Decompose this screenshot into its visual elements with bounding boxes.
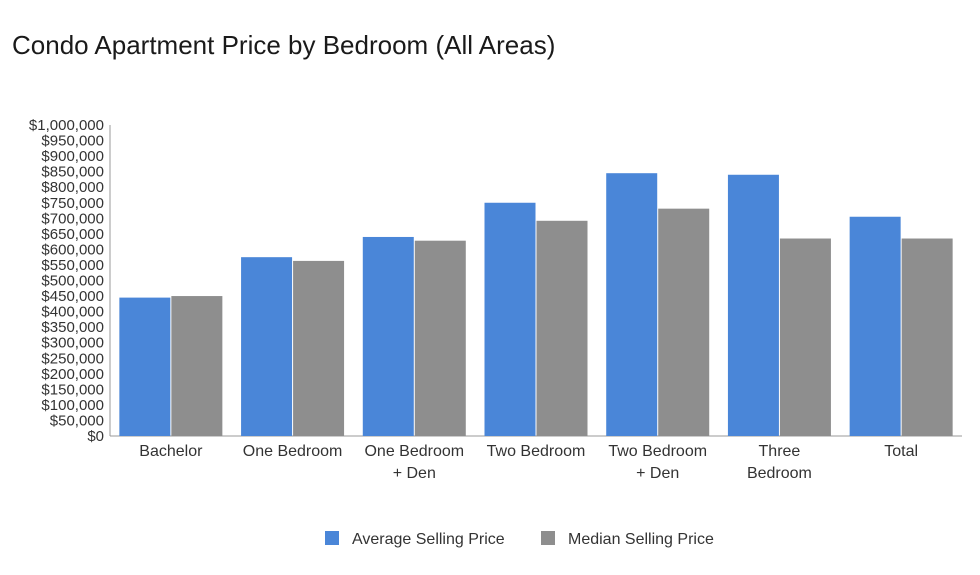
- x-tick-label: Bedroom: [747, 465, 812, 482]
- y-tick-label: $0: [87, 428, 104, 445]
- bar-average: [727, 174, 779, 436]
- y-tick-label: $750,000: [41, 195, 104, 212]
- y-tick-label: $100,000: [41, 397, 104, 414]
- y-tick-label: $600,000: [41, 241, 104, 258]
- x-tick-label: Bachelor: [139, 443, 203, 460]
- x-tick-label: One Bedroom: [364, 443, 464, 460]
- bar-median: [658, 208, 710, 436]
- y-tick-label: $450,000: [41, 288, 104, 305]
- x-tick-label: Total: [884, 443, 918, 460]
- bar-average: [484, 202, 536, 436]
- bar-average: [362, 236, 414, 436]
- bars: [119, 173, 953, 436]
- bar-median: [901, 238, 953, 436]
- x-tick-label: + Den: [393, 465, 436, 482]
- legend-label: Median Selling Price: [568, 531, 714, 548]
- y-axis-ticks: $0$50,000$100,000$150,000$200,000$250,00…: [29, 117, 104, 445]
- y-tick-label: $300,000: [41, 335, 104, 352]
- legend-label: Average Selling Price: [352, 531, 505, 548]
- y-tick-label: $700,000: [41, 210, 104, 227]
- x-tick-label: + Den: [636, 465, 679, 482]
- y-tick-label: $400,000: [41, 304, 104, 321]
- bar-median: [779, 238, 831, 436]
- y-tick-label: $200,000: [41, 366, 104, 383]
- x-tick-label: One Bedroom: [243, 443, 343, 460]
- legend: Average Selling Price Median Selling Pric…: [325, 531, 714, 548]
- y-tick-label: $350,000: [41, 319, 104, 336]
- y-tick-label: $550,000: [41, 257, 104, 274]
- x-tick-label: Two Bedroom: [608, 443, 707, 460]
- y-tick-label: $650,000: [41, 226, 104, 243]
- y-tick-label: $1,000,000: [29, 117, 104, 134]
- y-tick-label: $950,000: [41, 133, 104, 150]
- bar-average: [241, 257, 293, 436]
- bar-median: [536, 220, 588, 436]
- y-tick-label: $250,000: [41, 350, 104, 367]
- bar-median: [293, 260, 345, 436]
- y-tick-label: $850,000: [41, 164, 104, 181]
- y-tick-label: $500,000: [41, 273, 104, 290]
- legend-swatch: [325, 531, 339, 545]
- bar-median: [171, 296, 223, 436]
- legend-swatch: [541, 531, 555, 545]
- chart-title: Condo Apartment Price by Bedroom (All Ar…: [12, 30, 556, 60]
- y-tick-label: $900,000: [41, 148, 104, 165]
- y-tick-label: $50,000: [50, 412, 104, 429]
- bar-average: [119, 297, 171, 436]
- y-tick-label: $150,000: [41, 381, 104, 398]
- bar-average: [849, 216, 901, 436]
- y-tick-label: $800,000: [41, 179, 104, 196]
- bar-average: [606, 173, 658, 436]
- x-tick-label: Three: [759, 443, 801, 460]
- x-tick-label: Two Bedroom: [487, 443, 586, 460]
- x-axis-labels: Bachelor One Bedroom One Bedroom + Den Two B…: [139, 443, 918, 482]
- bar-median: [414, 240, 466, 436]
